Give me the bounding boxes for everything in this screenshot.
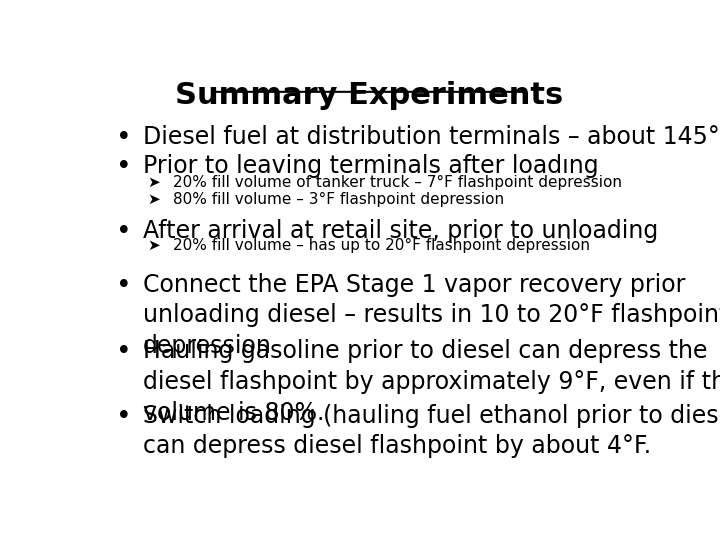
Text: ➤: ➤ [148, 238, 161, 253]
Text: 80% fill volume – 3°F flashpoint depression: 80% fill volume – 3°F flashpoint depress… [173, 192, 504, 207]
Text: Prior to leaving terminals after loadıng: Prior to leaving terminals after loadıng [143, 154, 598, 178]
Text: Hauling gasoline prior to diesel can depress the
diesel flashpoint by approximat: Hauling gasoline prior to diesel can dep… [143, 339, 720, 424]
Text: •: • [116, 154, 131, 180]
Text: •: • [116, 273, 131, 299]
Text: •: • [116, 404, 131, 430]
Text: After arrival at retail site, prior to unloading: After arrival at retail site, prior to u… [143, 219, 658, 242]
Text: •: • [116, 339, 131, 365]
Text: 20% fill volume of tanker truck – 7°F flashpoint depression: 20% fill volume of tanker truck – 7°F fl… [173, 175, 621, 190]
Text: ➤: ➤ [148, 192, 161, 207]
Text: Diesel fuel at distribution terminals – about 145°F: Diesel fuel at distribution terminals – … [143, 125, 720, 149]
Text: •: • [116, 219, 131, 245]
Text: ➤: ➤ [148, 175, 161, 190]
Text: •: • [116, 125, 131, 151]
Text: Summary Experiments: Summary Experiments [175, 82, 563, 111]
Text: Switch loading (hauling fuel ethanol prior to diesel)
can depress diesel flashpo: Switch loading (hauling fuel ethanol pri… [143, 404, 720, 458]
Text: Connect the EPA Stage 1 vapor recovery prior
unloading diesel – results in 10 to: Connect the EPA Stage 1 vapor recovery p… [143, 273, 720, 358]
Text: 20% fill volume – has up to 20°F flashpoint depression: 20% fill volume – has up to 20°F flashpo… [173, 238, 590, 253]
